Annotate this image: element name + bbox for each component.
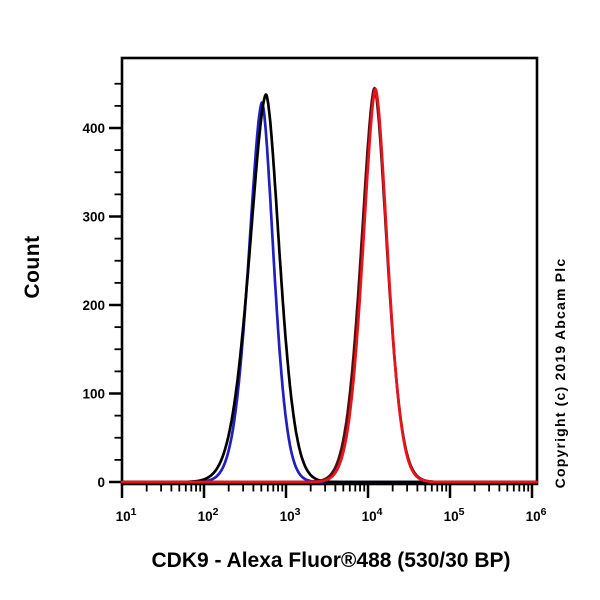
- x-tick-label: 101: [116, 506, 137, 524]
- histogram-curve-red: [120, 88, 538, 484]
- copyright-text: Copyright (c) 2019 Abcam Plc: [552, 257, 568, 489]
- histogram-curve-shadow-red: [120, 86, 538, 484]
- y-tick-label: 400: [82, 121, 105, 136]
- y-tick-label: 200: [82, 298, 105, 313]
- x-tick-label: 106: [526, 506, 547, 524]
- histogram-curve-blue: [120, 101, 538, 484]
- x-tick-label: 103: [280, 506, 301, 524]
- x-tick-label: 104: [362, 506, 383, 524]
- histogram-curve-black: [120, 93, 538, 484]
- y-tick-label: 100: [82, 386, 105, 401]
- x-axis-title: CDK9 - Alexa Fluor®488 (530/30 BP): [151, 549, 511, 572]
- x-tick-label: 105: [444, 506, 465, 524]
- y-tick-label: 300: [82, 209, 105, 224]
- x-tick-label: 102: [198, 506, 219, 524]
- plot-frame: [120, 56, 539, 486]
- y-tick-label: 0: [97, 475, 105, 490]
